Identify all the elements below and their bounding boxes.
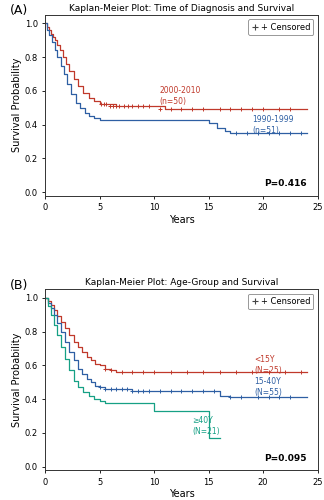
X-axis label: Years: Years bbox=[168, 490, 194, 500]
Legend: + Censored: + Censored bbox=[248, 294, 313, 310]
Text: (A): (A) bbox=[10, 4, 28, 17]
Text: ≥40Y
(N=21): ≥40Y (N=21) bbox=[192, 416, 220, 436]
Text: (B): (B) bbox=[10, 278, 29, 291]
Legend: + Censored: + Censored bbox=[248, 19, 313, 35]
Y-axis label: Survival Probability: Survival Probability bbox=[12, 58, 22, 152]
X-axis label: Years: Years bbox=[168, 215, 194, 225]
Text: 1990-1999
(n=51): 1990-1999 (n=51) bbox=[252, 114, 294, 134]
Text: 2000-2010
(n=50): 2000-2010 (n=50) bbox=[160, 86, 201, 106]
Y-axis label: Survival Probability: Survival Probability bbox=[12, 332, 22, 427]
Text: <15Y
(N=25): <15Y (N=25) bbox=[254, 356, 282, 376]
Title: Kaplan-Meier Plot: Time of Diagnosis and Survival: Kaplan-Meier Plot: Time of Diagnosis and… bbox=[69, 4, 294, 13]
Text: 15-40Y
(N=55): 15-40Y (N=55) bbox=[254, 378, 282, 398]
Title: Kaplan-Meier Plot: Age-Group and Survival: Kaplan-Meier Plot: Age-Group and Surviva… bbox=[85, 278, 278, 287]
Text: P=0.095: P=0.095 bbox=[264, 454, 307, 463]
Text: P=0.416: P=0.416 bbox=[264, 180, 307, 188]
